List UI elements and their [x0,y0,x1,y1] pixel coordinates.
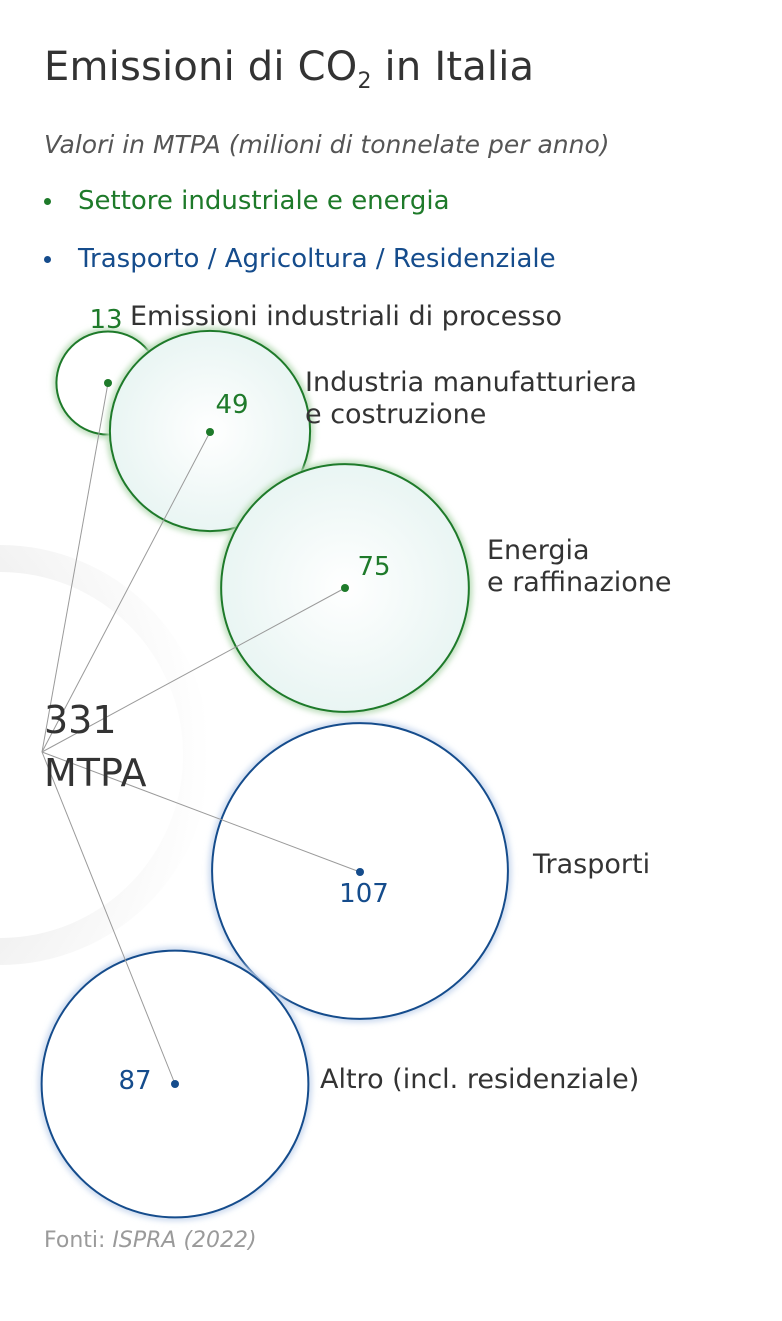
category-label: Trasporti [532,849,650,880]
legend-label: Trasporto / Agricoltura / Residenziale [78,244,556,274]
legend-label: Settore industriale e energia [78,186,450,216]
bubble-center-dot [206,428,214,436]
legend-dot-icon [44,197,51,205]
data-label: 75 [357,552,390,582]
source-name: ISPRA (2022) [112,1228,257,1253]
bubble-center-dot [356,868,364,876]
connector-line [41,751,361,873]
page-title: Emissioni di CO2 in Italia [44,44,534,94]
category-label: Energia e raffinazione [487,535,672,598]
bubble-center-dot [171,1080,179,1088]
legend-dot-icon [44,255,51,263]
total-value: 331 [44,698,117,742]
bubble-center-dot [104,379,112,387]
total-unit: MTPA [44,751,146,795]
data-label: 87 [118,1066,151,1096]
category-label: Industria manufatturiera e costruzione [305,367,637,430]
legend: Settore industriale e energia Trasporto … [44,182,556,298]
connector-line [41,587,346,753]
connector-line [41,382,109,753]
chart-subtitle: Valori in MTPA (milioni di tonnelate per… [44,130,610,159]
legend-item-industry: Settore industriale e energia [44,182,556,220]
legend-item-transport: Trasporto / Agricoltura / Residenziale [44,240,556,278]
data-label: 49 [215,390,248,420]
data-label: 107 [339,879,389,909]
category-label: Altro (incl. residenziale) [320,1064,639,1095]
connector-line [41,431,211,753]
title-suffix: in Italia [371,44,535,90]
title-subscript: 2 [357,69,372,94]
bubble-center-dot [341,584,349,592]
connector-line [41,751,176,1085]
source-prefix: Fonti: [44,1228,113,1253]
total-hub-circle [0,572,183,938]
source-note: Fonti: ISPRA (2022) [44,1228,257,1253]
title-prefix: Emissioni di CO [44,44,358,90]
data-label: 13 [89,305,122,335]
category-label: Emissioni industriali di processo [130,301,562,332]
